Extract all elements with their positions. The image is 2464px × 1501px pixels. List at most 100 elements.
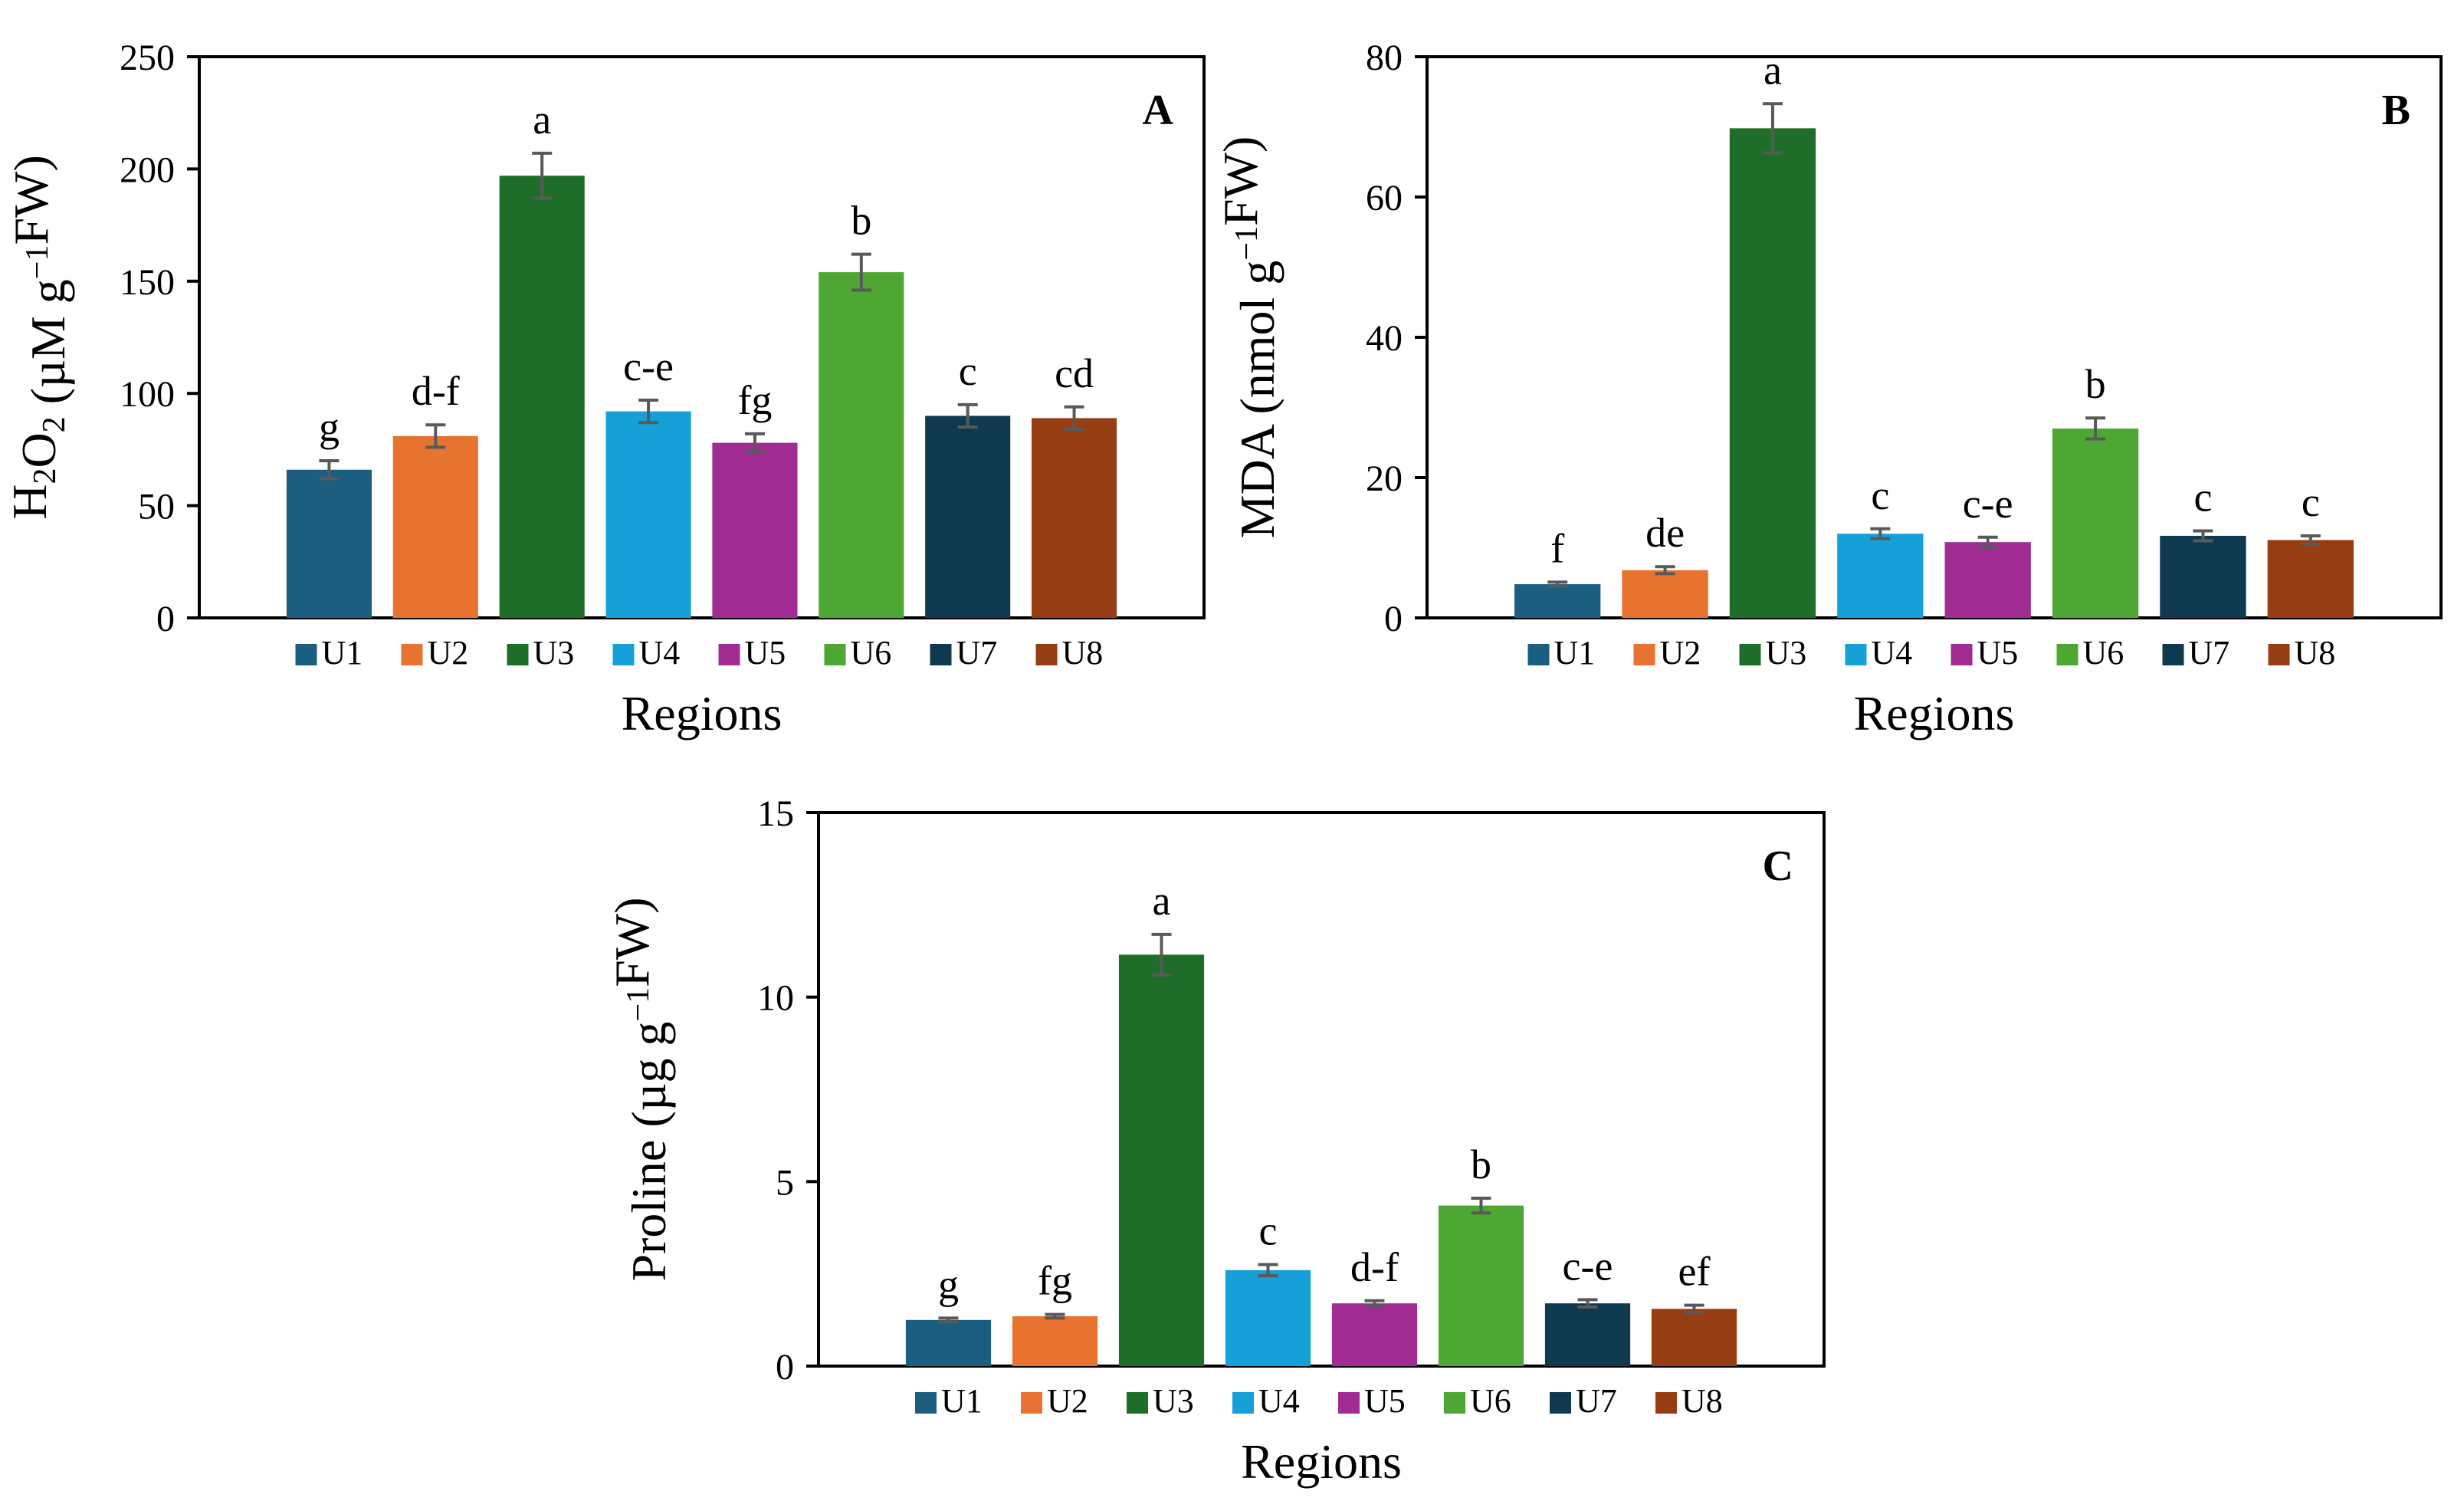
y-tick-label: 100 [120,374,175,415]
legend-label-u5: U5 [1364,1382,1406,1420]
bar-u5 [1331,1303,1418,1366]
bar-u8 [2267,540,2354,618]
legend-swatch-u6 [824,644,846,665]
bar-u5 [712,442,798,618]
panel-letter: C [1763,842,1793,890]
bar-u6 [2052,428,2139,618]
bar-u1 [905,1319,992,1366]
legend-label-u1: U1 [1554,634,1596,672]
legend-swatch-u5 [718,644,740,665]
bar-u1 [1514,584,1601,618]
y-tick-label: 0 [1384,599,1403,639]
legend-swatch-u4 [1845,644,1867,665]
legend-swatch-u7 [2162,644,2184,665]
legend-label-u7: U7 [2189,634,2230,672]
legend-label-u1: U1 [322,634,363,672]
significance-label: c [2302,479,2320,525]
legend-swatch-u8 [1655,1392,1677,1414]
y-tick-label: 250 [120,38,175,78]
bar-u7 [2160,535,2246,618]
bar-u6 [1438,1205,1524,1366]
significance-label: c [959,348,977,394]
y-tick-label: 60 [1366,178,1403,218]
legend-swatch-u3 [1127,1392,1148,1414]
significance-label: c-e [1563,1243,1613,1289]
bar-u1 [286,469,372,618]
legend-label-u6: U6 [2083,634,2124,672]
x-axis-label: Regions [1241,1434,1402,1489]
legend-swatch-u4 [612,644,635,665]
legend-label-u4: U4 [1258,1382,1300,1420]
legend-swatch-u2 [1633,644,1655,665]
chart-panel-c: 0 5 10 15 g fg a c d-f b c-e ef C U1 U2 U3 U4 U5 U6 U7 U8 Reg… [605,793,1826,1489]
y-tick-label: 0 [156,599,175,639]
y-tick-label: 80 [1366,38,1403,78]
y-tick-label: 5 [776,1162,794,1203]
legend-label-u3: U3 [1766,634,1807,672]
legend-swatch-u6 [1444,1392,1465,1414]
significance-label: f [1550,525,1564,571]
legend-swatch-u4 [1232,1392,1254,1414]
legend-label-u5: U5 [1977,634,2019,672]
panel-letter: B [2382,87,2410,134]
legend-label-u1: U1 [941,1382,983,1420]
legend-label-u8: U8 [1681,1382,1723,1420]
bar-u5 [1944,542,2031,618]
significance-label: b [2085,361,2106,407]
significance-label: de [1645,510,1685,556]
legend-swatch-u3 [507,644,529,665]
legend-label-u2: U2 [1047,1382,1088,1420]
significance-label: a [1153,878,1171,924]
plot-frame [817,811,1826,1368]
legend-label-u8: U8 [2295,634,2336,672]
legend-swatch-u5 [1338,1392,1360,1414]
legend-label-u4: U4 [1872,634,1913,672]
legend-label-u2: U2 [1660,634,1701,672]
legend-label-u8: U8 [1062,634,1104,672]
significance-label: g [938,1261,959,1307]
legend-swatch-u6 [2056,644,2078,665]
significance-label: c [1259,1208,1278,1254]
chart-panel-b: 0 20 40 60 80 f de a c c-e b c c B U1 U2 U3 U4 U5 U6 U7 U8 Reg… [1213,38,2443,741]
x-axis-label: Regions [1854,686,2015,741]
significance-label: b [1471,1141,1491,1187]
significance-label: d-f [412,368,460,414]
y-tick-label: 150 [120,262,175,303]
significance-label: g [319,404,340,450]
significance-label: cd [1055,350,1094,396]
panel-letter: A [1143,87,1174,134]
significance-label: c [2193,475,2212,521]
legend-swatch-u8 [1035,644,1058,665]
chart-panel-a: 0 50 100 150 200 250 g d-f a c-e fg b c cd A U1 U2 U3 U4 U5… [2,38,1206,741]
significance-label: c-e [1963,481,2013,527]
legend-label-u5: U5 [745,634,786,672]
x-axis-label: Regions [622,686,783,741]
y-tick-label: 0 [776,1347,794,1388]
legend-swatch-u5 [1951,644,1973,665]
legend-swatch-u2 [401,644,423,665]
y-tick-label: 10 [757,978,794,1019]
legend-label-u4: U4 [639,634,681,672]
y-axis-label: Proline (µg g−1FW) [605,897,676,1281]
bar-u8 [1032,418,1117,618]
legend-label-u7: U7 [1576,1382,1617,1420]
bar-u3 [1729,128,1816,618]
bar-u3 [1118,954,1205,1366]
bar-u7 [925,415,1011,618]
y-tick-label: 50 [138,487,175,527]
bar-u2 [392,435,478,618]
y-tick-label: 200 [120,149,175,190]
legend-label-u6: U6 [1470,1382,1511,1420]
legend-label-u3: U3 [1153,1382,1194,1420]
significance-label: d-f [1350,1244,1399,1290]
legend-swatch-u1 [295,644,317,665]
y-tick-label: 20 [1366,458,1403,499]
legend-label-u3: U3 [533,634,575,672]
bar-u8 [1651,1309,1737,1366]
legend-swatch-u1 [915,1392,937,1414]
significance-label: a [533,97,551,143]
significance-label: c [1871,472,1889,518]
plot-frame [1426,55,2443,619]
bar-u2 [1012,1316,1098,1366]
significance-label: fg [737,377,772,423]
